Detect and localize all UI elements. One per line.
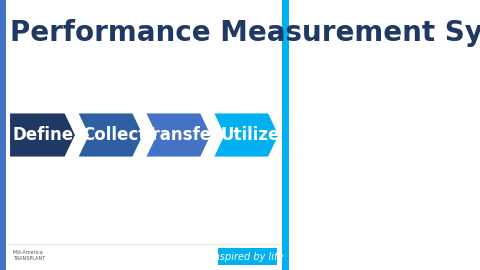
Text: Define: Define <box>12 126 73 144</box>
Polygon shape <box>144 112 212 158</box>
Text: Performance Measurement System: Performance Measurement System <box>10 19 480 47</box>
Bar <box>282 0 288 270</box>
Text: Transfer: Transfer <box>143 126 220 144</box>
Polygon shape <box>76 112 144 158</box>
Text: Mid-America
TRANSPLANT: Mid-America TRANSPLANT <box>13 250 45 261</box>
Polygon shape <box>9 112 76 158</box>
Text: Utilize: Utilize <box>220 126 279 144</box>
Text: inspired by life: inspired by life <box>211 252 284 262</box>
Bar <box>0 0 6 270</box>
Text: Collect: Collect <box>82 126 146 144</box>
Bar <box>218 248 277 265</box>
Polygon shape <box>212 112 280 158</box>
